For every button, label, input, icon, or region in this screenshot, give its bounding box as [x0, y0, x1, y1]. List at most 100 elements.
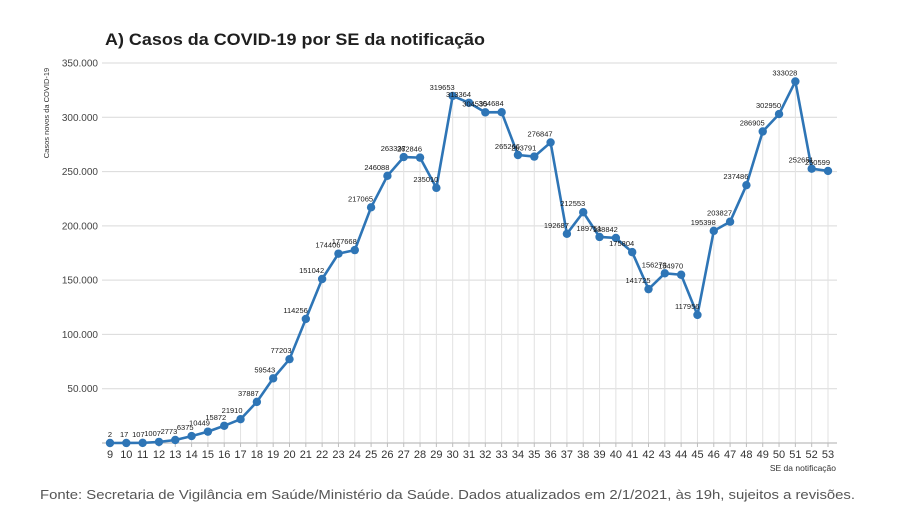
- x-tick-label-38: 38: [577, 449, 589, 461]
- x-tick-label-31: 31: [463, 449, 475, 461]
- x-tick-label-23: 23: [332, 449, 344, 461]
- data-point-week-47: [725, 217, 735, 226]
- data-point-week-29: [432, 183, 441, 193]
- data-label-week-29: 235010: [413, 175, 438, 184]
- data-point-week-34: [513, 150, 523, 160]
- x-tick-label-11: 11: [137, 449, 148, 461]
- data-label-week-44: 154970: [658, 262, 683, 271]
- x-tick-label-19: 19: [267, 449, 279, 461]
- x-tick-label-51: 51: [789, 449, 801, 461]
- drop-lines: [109, 81, 829, 443]
- data-point-week-19: [268, 374, 278, 383]
- x-tick-label-20: 20: [283, 449, 295, 461]
- data-point-week-40: [611, 233, 621, 243]
- x-tick-label-9: 9: [107, 449, 113, 461]
- x-tick-label-32: 32: [479, 449, 491, 461]
- data-point-week-48: [742, 180, 751, 190]
- data-label-week-18: 37887: [238, 389, 259, 398]
- data-label-week-52: 252651: [789, 156, 814, 165]
- data-point-week-37: [562, 229, 572, 238]
- x-tick-label-22: 22: [316, 449, 328, 461]
- data-point-week-21: [301, 314, 311, 324]
- x-tick-label-37: 37: [561, 449, 573, 461]
- data-point-week-28: [415, 153, 425, 162]
- x-tick-label-28: 28: [414, 449, 426, 461]
- data-point-week-42: [644, 284, 653, 294]
- source-footnote: Fonte: Secretaria de Vigilância em Saúde…: [40, 487, 855, 502]
- x-tick-label-33: 33: [496, 449, 508, 461]
- x-tick-label-16: 16: [218, 449, 230, 461]
- x-tick-label-34: 34: [512, 449, 524, 461]
- data-label-week-50: 302950: [756, 101, 781, 110]
- data-label-week-21: 114256: [283, 306, 307, 315]
- x-tick-label-36: 36: [544, 449, 556, 461]
- x-tick-label-46: 46: [708, 449, 720, 461]
- x-tick-label-42: 42: [642, 449, 654, 461]
- x-tick-label-25: 25: [365, 449, 377, 461]
- data-point-week-18: [252, 397, 262, 407]
- data-point-week-24: [350, 245, 359, 255]
- x-tick-label-40: 40: [610, 449, 622, 461]
- data-point-week-31: [464, 98, 474, 107]
- data-label-week-23: 174406: [315, 241, 340, 250]
- data-label-week-39: 189751: [577, 224, 602, 233]
- data-label-week-36: 276847: [528, 129, 553, 138]
- x-tick-label-21: 21: [300, 449, 312, 461]
- x-tick-label-18: 18: [251, 449, 263, 461]
- data-label-week-14: 6375: [177, 423, 194, 432]
- data-point-week-46: [709, 226, 718, 236]
- y-tick-label-150000: 150.000: [62, 276, 99, 287]
- data-label-week-45: 117956: [675, 302, 699, 311]
- x-tick-label-12: 12: [153, 449, 165, 461]
- x-axis-label: SE da notificação: [770, 463, 836, 473]
- x-tick-label-27: 27: [398, 449, 410, 461]
- data-label-week-28: 262846: [397, 145, 422, 154]
- data-label-week-11: 107: [132, 430, 145, 439]
- data-label-week-37: 192687: [544, 221, 569, 230]
- data-point-week-27: [399, 152, 408, 162]
- data-label-week-30: 319653: [430, 83, 455, 92]
- data-point-week-35: [530, 152, 539, 161]
- data-label-week-35: 263791: [511, 144, 536, 153]
- data-point-week-11: [138, 438, 147, 448]
- data-label-week-22: 151042: [299, 266, 324, 275]
- y-tick-label-300000: 300.000: [62, 113, 99, 124]
- data-point-week-49: [758, 127, 767, 136]
- y-axis-label: Casos novos da COVID-19: [42, 68, 51, 158]
- x-tick-label-14: 14: [185, 449, 197, 461]
- data-point-week-23: [334, 249, 343, 258]
- x-tick-label-52: 52: [806, 449, 818, 461]
- data-point-week-50: [774, 109, 784, 119]
- data-label-week-47: 203827: [707, 209, 732, 218]
- x-tick-label-29: 29: [430, 449, 442, 461]
- data-label-week-31: 313364: [446, 90, 471, 99]
- data-point-week-12: [154, 437, 164, 447]
- data-label-week-49: 286905: [740, 119, 765, 128]
- x-tick-label-44: 44: [675, 449, 687, 461]
- data-point-week-9: [105, 438, 115, 448]
- data-point-week-51: [791, 77, 800, 86]
- data-label-week-42: 141725: [625, 276, 650, 285]
- x-tick-label-15: 15: [202, 449, 214, 461]
- data-label-week-20: 77203: [271, 346, 292, 355]
- data-point-week-36: [546, 138, 555, 147]
- x-axis: 9 10 11 12 13 14 15 16 17 18 19 20 21 22 23 24 25 26 27 28 2…: [102, 442, 837, 461]
- data-point-week-14: [187, 431, 196, 441]
- x-tick-label-13: 13: [169, 449, 181, 461]
- x-tick-label-50: 50: [773, 449, 785, 461]
- y-tick-label-200000: 200.000: [62, 221, 99, 232]
- data-label-week-24: 177668: [332, 237, 357, 246]
- data-point-week-41: [627, 247, 637, 257]
- data-label-week-10: 17: [120, 430, 128, 439]
- data-label-week-26: 246088: [364, 163, 389, 172]
- y-tick-label-50000: 50.000: [67, 384, 98, 395]
- data-label-week-15: 10449: [189, 419, 210, 428]
- data-point-week-13: [171, 435, 180, 445]
- data-point-week-22: [317, 274, 327, 284]
- x-tick-label-47: 47: [724, 449, 736, 461]
- data-label-week-12: 1007: [144, 429, 161, 438]
- x-tick-label-35: 35: [528, 449, 540, 461]
- data-label-week-38: 212553: [560, 199, 585, 208]
- data-label-week-41: 175804: [609, 239, 634, 248]
- x-tick-label-53: 53: [822, 449, 834, 461]
